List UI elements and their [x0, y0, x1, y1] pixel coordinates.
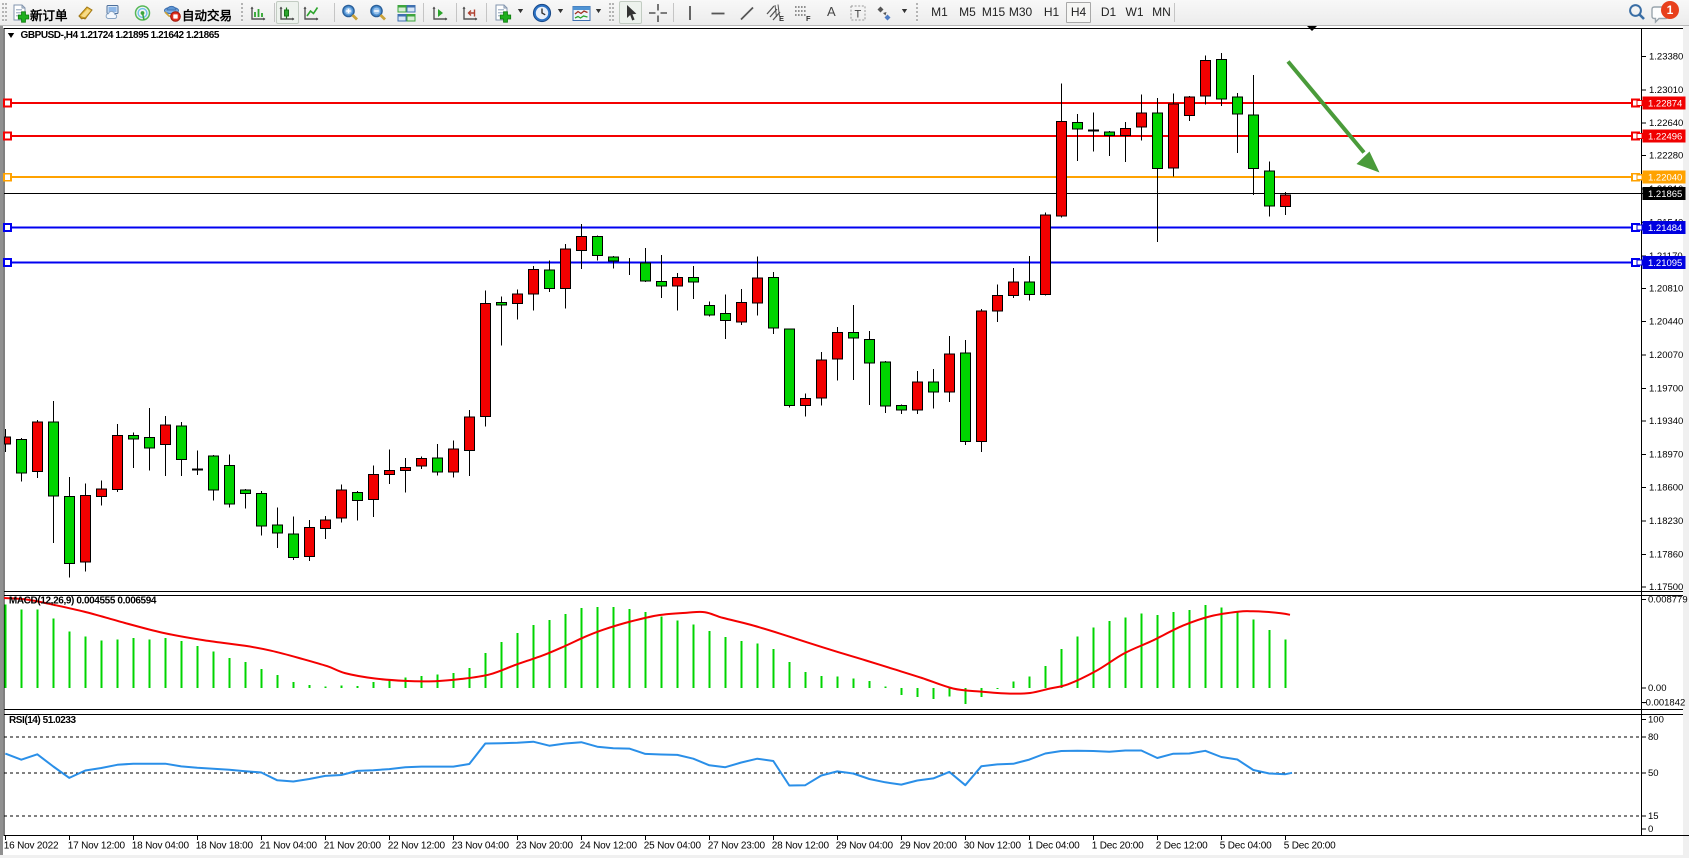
svg-text:23 Nov 20:00: 23 Nov 20:00 [516, 840, 574, 851]
svg-text:21 Nov 20:00: 21 Nov 20:00 [324, 840, 382, 851]
svg-text:18 Nov 18:00: 18 Nov 18:00 [196, 840, 254, 851]
svg-text:1.17860: 1.17860 [1649, 549, 1683, 560]
svg-text:1.22874: 1.22874 [1648, 99, 1682, 110]
svg-text:1.23010: 1.23010 [1649, 85, 1683, 96]
svg-text:50: 50 [1648, 768, 1659, 779]
svg-text:0: 0 [1648, 824, 1653, 835]
svg-text:1.21484: 1.21484 [1648, 223, 1682, 234]
svg-text:100: 100 [1648, 715, 1664, 726]
svg-text:17 Nov 12:00: 17 Nov 12:00 [68, 840, 126, 851]
svg-text:E: E [779, 14, 784, 22]
svg-text:1.20810: 1.20810 [1649, 283, 1683, 294]
svg-text:5 Dec 20:00: 5 Dec 20:00 [1284, 840, 1336, 851]
svg-text:1.22496: 1.22496 [1648, 132, 1682, 143]
svg-text:29 Nov 04:00: 29 Nov 04:00 [836, 840, 894, 851]
svg-text:1.19700: 1.19700 [1649, 383, 1683, 394]
svg-text:MACD(12,26,9) 0.004555 0.00659: MACD(12,26,9) 0.004555 0.006594 [9, 596, 157, 607]
svg-text:29 Nov 20:00: 29 Nov 20:00 [900, 840, 958, 851]
svg-text:T: T [855, 9, 862, 21]
svg-text:1.18600: 1.18600 [1649, 483, 1683, 494]
svg-text:1.20070: 1.20070 [1649, 350, 1683, 361]
svg-text:24 Nov 12:00: 24 Nov 12:00 [580, 840, 638, 851]
svg-text:27 Nov 23:00: 27 Nov 23:00 [708, 840, 766, 851]
svg-text:1.20440: 1.20440 [1649, 317, 1683, 328]
svg-text:23 Nov 04:00: 23 Nov 04:00 [452, 840, 510, 851]
svg-text:1.23380: 1.23380 [1649, 51, 1683, 62]
svg-text:80: 80 [1648, 732, 1659, 743]
svg-text:18 Nov 04:00: 18 Nov 04:00 [132, 840, 190, 851]
svg-text:1.22640: 1.22640 [1649, 118, 1683, 129]
svg-text:1.21095: 1.21095 [1648, 258, 1682, 269]
svg-text:2 Dec 12:00: 2 Dec 12:00 [1156, 840, 1208, 851]
svg-text:1.19340: 1.19340 [1649, 416, 1683, 427]
svg-text:RSI(14) 51.0233: RSI(14) 51.0233 [9, 715, 77, 726]
svg-text:1.17500: 1.17500 [1649, 582, 1683, 593]
svg-text:21 Nov 04:00: 21 Nov 04:00 [260, 840, 318, 851]
svg-text:1.21865: 1.21865 [1648, 189, 1682, 200]
svg-text:1.22040: 1.22040 [1648, 173, 1682, 184]
svg-text:0.00: 0.00 [1648, 683, 1667, 694]
svg-text:25 Nov 04:00: 25 Nov 04:00 [644, 840, 702, 851]
svg-text:-0.001842: -0.001842 [1643, 698, 1686, 709]
svg-text:1.18230: 1.18230 [1649, 516, 1683, 527]
svg-text:22 Nov 12:00: 22 Nov 12:00 [388, 840, 446, 851]
svg-text:30 Nov 12:00: 30 Nov 12:00 [964, 840, 1022, 851]
svg-text:1 Dec 04:00: 1 Dec 04:00 [1028, 840, 1080, 851]
svg-text:1.22280: 1.22280 [1649, 151, 1683, 162]
svg-text:5 Dec 04:00: 5 Dec 04:00 [1220, 840, 1272, 851]
svg-text:F: F [806, 14, 811, 22]
svg-text:1 Dec 20:00: 1 Dec 20:00 [1092, 840, 1144, 851]
svg-text:28 Nov 12:00: 28 Nov 12:00 [772, 840, 830, 851]
svg-text:GBPUSD-,H4 1.21724 1.21895 1.: GBPUSD-,H4 1.21724 1.21895 1.21642 1.218… [21, 30, 220, 41]
svg-text:0.008779: 0.008779 [1648, 594, 1688, 605]
svg-text:1.18970: 1.18970 [1649, 449, 1683, 460]
svg-text:16 Nov 2022: 16 Nov 2022 [4, 840, 59, 851]
svg-text:15: 15 [1648, 811, 1659, 822]
